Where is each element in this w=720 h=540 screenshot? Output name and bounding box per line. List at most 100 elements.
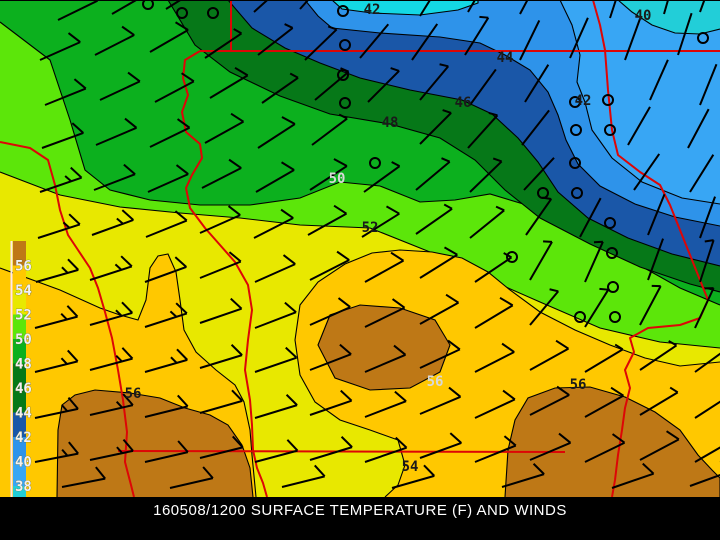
wind-barb-glyph bbox=[647, 193, 666, 236]
wind-barb-glyph bbox=[519, 0, 542, 15]
calm-station-circle bbox=[569, 157, 581, 169]
weather-map-canvas[interactable]: 40 42 42 44 46 48 50 52 54 56 56 56 56 54 52 50 48 46 44 42… bbox=[0, 0, 720, 497]
wind-barb bbox=[364, 344, 407, 373]
wind-barb bbox=[699, 63, 718, 106]
blob-brown-southwest bbox=[57, 390, 253, 497]
wind-barb-glyph bbox=[307, 204, 348, 236]
wind-barb-glyph bbox=[464, 15, 490, 56]
wind-barb bbox=[37, 213, 81, 239]
wind-barb bbox=[144, 302, 188, 328]
wind-barb-glyph bbox=[529, 385, 570, 416]
calm-station-circle bbox=[606, 247, 618, 259]
wind-barb bbox=[364, 390, 407, 418]
color-scale-label: 46 bbox=[15, 381, 32, 397]
wind-barb bbox=[309, 158, 348, 191]
wind-barb bbox=[529, 288, 560, 326]
wind-barb-glyph bbox=[95, 117, 138, 146]
wind-barb bbox=[419, 386, 462, 415]
contour-label: 56 bbox=[427, 374, 444, 390]
wind-barb bbox=[199, 205, 241, 234]
wind-barb bbox=[199, 435, 244, 459]
wind-barb bbox=[254, 439, 299, 463]
contour-label: 46 bbox=[455, 95, 472, 111]
wind-barb bbox=[367, 67, 400, 103]
calm-station-circle bbox=[142, 0, 154, 10]
wind-barb-glyph bbox=[257, 23, 294, 56]
wind-barb-glyph bbox=[299, 0, 331, 10]
wind-barb-glyph bbox=[689, 154, 715, 193]
wind-barb bbox=[144, 394, 189, 418]
color-scale-label: 48 bbox=[15, 357, 32, 373]
calm-station-circle bbox=[537, 187, 549, 199]
wind-barb-glyph bbox=[255, 161, 295, 193]
wind-barb bbox=[419, 63, 450, 101]
calm-station-circle bbox=[369, 157, 381, 169]
wind-barb bbox=[253, 208, 294, 239]
blob-brown-central bbox=[318, 305, 450, 390]
wind-barb-glyph bbox=[633, 153, 661, 191]
wind-barb bbox=[39, 166, 83, 193]
color-scale-segment bbox=[13, 363, 26, 389]
wind-barb bbox=[584, 386, 625, 418]
wind-barb bbox=[639, 340, 678, 371]
wind-barb bbox=[91, 209, 135, 236]
wind-barb bbox=[309, 389, 353, 416]
wind-barb bbox=[361, 205, 400, 238]
wind-barb bbox=[39, 32, 81, 61]
wind-barb-glyph bbox=[44, 78, 87, 106]
wind-barb bbox=[311, 113, 348, 146]
wind-barb bbox=[529, 339, 570, 371]
wind-barb bbox=[649, 59, 669, 101]
contour-label: 54 bbox=[402, 459, 419, 475]
wind-barb bbox=[529, 240, 553, 281]
wind-barb bbox=[201, 158, 242, 189]
contour-label: 50 bbox=[329, 171, 346, 187]
wind-barb-glyph bbox=[309, 158, 348, 191]
wind-barb-glyph bbox=[253, 0, 288, 13]
wind-barb bbox=[35, 258, 80, 283]
wind-barb bbox=[647, 238, 664, 281]
wind-barb bbox=[419, 293, 460, 325]
wind-barb bbox=[57, 0, 99, 21]
wind-barb bbox=[469, 205, 505, 239]
wind-barb-glyph bbox=[569, 17, 589, 59]
wind-barb bbox=[699, 0, 716, 13]
blob-brown-southeast bbox=[505, 387, 720, 497]
color-scale-segment bbox=[13, 486, 26, 497]
wind-barb bbox=[699, 239, 715, 283]
calm-station-circle bbox=[339, 39, 351, 51]
wind-barb-glyph bbox=[694, 341, 720, 373]
wind-barb-glyph bbox=[204, 28, 243, 59]
wind-barb-glyph bbox=[144, 394, 189, 418]
wind-barb bbox=[94, 25, 135, 56]
wind-barb bbox=[524, 64, 550, 103]
wind-barb-glyph bbox=[254, 394, 298, 419]
wind-barb-glyph bbox=[147, 164, 189, 193]
border-south bbox=[117, 450, 566, 453]
contour-label: 48 bbox=[382, 115, 399, 131]
wind-barb-glyph bbox=[154, 72, 195, 103]
wind-barb-glyph bbox=[411, 23, 439, 61]
calm-station-circle bbox=[337, 5, 349, 17]
wind-barb-glyph bbox=[34, 305, 79, 329]
wind-barb bbox=[147, 164, 189, 193]
wind-barb bbox=[254, 394, 298, 419]
wind-barb-glyph bbox=[93, 163, 136, 191]
wind-barb-glyph bbox=[39, 32, 81, 61]
wind-barb bbox=[639, 386, 679, 416]
wind-barb bbox=[261, 72, 299, 104]
wind-barb-glyph bbox=[649, 59, 669, 101]
wind-barb-glyph bbox=[37, 213, 81, 239]
wind-barb-glyph bbox=[89, 438, 134, 461]
contour-label: 42 bbox=[364, 2, 381, 18]
calm-station-circle bbox=[207, 7, 219, 19]
wind-barb-glyph bbox=[699, 196, 716, 239]
wind-barb-glyph bbox=[419, 246, 458, 279]
wind-barb bbox=[694, 341, 720, 373]
wind-barb bbox=[391, 464, 436, 489]
wind-barb-glyph bbox=[699, 239, 715, 283]
wind-barb-glyph bbox=[309, 250, 350, 281]
wind-barb-glyph bbox=[364, 436, 408, 463]
wind-barb bbox=[364, 436, 408, 463]
calm-station-circle bbox=[574, 311, 586, 323]
